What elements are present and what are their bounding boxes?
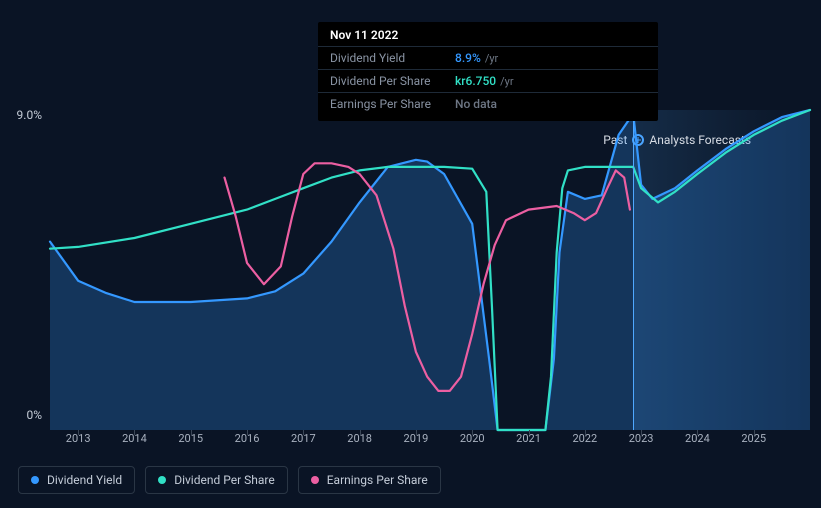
- tooltip-value: kr6.750: [455, 74, 496, 88]
- x-axis-labels: 2013201420152016201720182019202020212022…: [50, 432, 810, 452]
- x-tick-mark: [529, 430, 530, 435]
- legend-label: Earnings Per Share: [327, 473, 428, 487]
- tooltip-key: Dividend Yield: [330, 51, 455, 65]
- x-tick-mark: [360, 430, 361, 435]
- legend-label: Dividend Yield: [47, 473, 122, 487]
- legend-dot-icon: [158, 476, 166, 484]
- x-tick-mark: [191, 430, 192, 435]
- legend-dot-icon: [311, 476, 319, 484]
- legend-item-dividend-yield[interactable]: Dividend Yield: [18, 466, 135, 494]
- legend-dot-icon: [31, 476, 39, 484]
- chart-tooltip: Nov 11 2022 Dividend Yield 8.9% /yr Divi…: [318, 22, 658, 121]
- tooltip-date: Nov 11 2022: [318, 28, 658, 46]
- tooltip-unit: /yr: [485, 52, 498, 65]
- x-tick-mark: [247, 430, 248, 435]
- x-tick-mark: [78, 430, 79, 435]
- tooltip-value: 8.9%: [455, 51, 481, 65]
- legend-item-dividend-per-share[interactable]: Dividend Per Share: [145, 466, 288, 494]
- legend-item-earnings-per-share[interactable]: Earnings Per Share: [298, 466, 441, 494]
- legend-label: Dividend Per Share: [174, 473, 275, 487]
- tooltip-key: Earnings Per Share: [330, 97, 455, 111]
- x-tick-mark: [416, 430, 417, 435]
- x-tick-mark: [754, 430, 755, 435]
- tooltip-value: No data: [455, 97, 497, 111]
- x-tick-mark: [134, 430, 135, 435]
- plot-area[interactable]: [50, 110, 810, 430]
- x-tick-mark: [472, 430, 473, 435]
- y-tick-min: 0%: [2, 408, 42, 422]
- x-tick-mark: [697, 430, 698, 435]
- legend: Dividend Yield Dividend Per Share Earnings…: [18, 466, 441, 494]
- tooltip-key: Dividend Per Share: [330, 74, 455, 88]
- tooltip-row-eps: Earnings Per Share No data: [318, 92, 658, 115]
- y-tick-max: 9.0%: [2, 108, 42, 122]
- tooltip-row-yield: Dividend Yield 8.9% /yr: [318, 46, 658, 69]
- chart-lines: [50, 110, 810, 430]
- tooltip-row-dps: Dividend Per Share kr6.750 /yr: [318, 69, 658, 92]
- hover-cursor-line: [633, 110, 634, 430]
- x-tick-mark: [585, 430, 586, 435]
- dividend-chart: 9.0% 0% Past Analysts Forecasts 20132014…: [0, 0, 821, 508]
- tooltip-unit: /yr: [500, 75, 513, 88]
- x-tick-mark: [303, 430, 304, 435]
- x-tick-mark: [641, 430, 642, 435]
